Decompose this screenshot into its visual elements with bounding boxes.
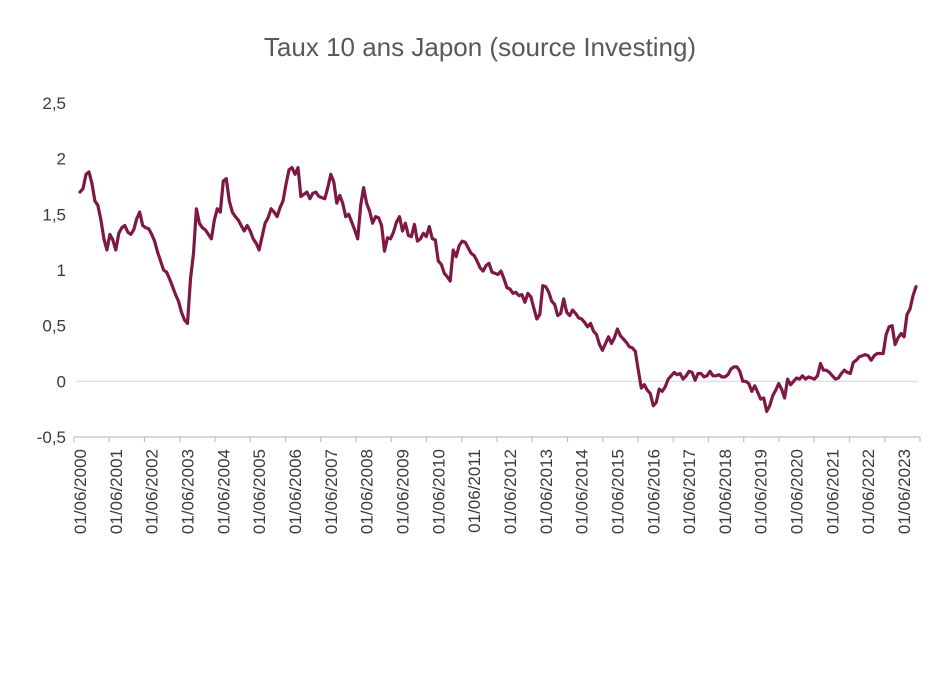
x-axis-label: 01/06/2003 [178, 449, 197, 534]
x-axis-label: 01/06/2006 [286, 449, 305, 534]
x-axis-label: 01/06/2009 [393, 449, 412, 534]
x-axis-label: 01/06/2000 [71, 449, 90, 534]
x-axis-label: 01/06/2010 [429, 449, 448, 534]
y-axis-label: 0,5 [42, 317, 66, 336]
x-axis-label: 01/06/2020 [788, 449, 807, 534]
x-axis-label: 01/06/2018 [716, 449, 735, 534]
x-axis-label: 01/06/2008 [358, 449, 377, 534]
y-axis-label: 1,5 [42, 205, 66, 224]
x-axis-label: 01/06/2005 [250, 449, 269, 534]
y-axis-label: 2 [57, 150, 66, 169]
x-axis-label: 01/06/2014 [573, 449, 592, 534]
x-axis-label: 01/06/2001 [107, 449, 126, 534]
y-axis-label: -0,5 [37, 428, 66, 447]
x-axis-label: 01/06/2023 [895, 449, 914, 534]
x-axis-label: 01/06/2007 [322, 449, 341, 534]
x-axis-label: 01/06/2011 [465, 449, 484, 533]
x-axis-label: 01/06/2022 [859, 449, 878, 534]
x-axis-label: 01/06/2016 [644, 449, 663, 534]
x-axis-label: 01/06/2017 [680, 449, 699, 534]
series-line-taux-10-ans-japon [78, 166, 918, 413]
chart-title: Taux 10 ans Japon (source Investing) [264, 32, 696, 62]
y-axis-label: 0 [57, 372, 66, 391]
y-axis-label: 1 [57, 261, 66, 280]
x-axis-label: 01/06/2004 [214, 449, 233, 534]
x-axis-label: 01/06/2019 [752, 449, 771, 534]
y-axis-label: 2,5 [42, 94, 66, 113]
x-axis-label: 01/06/2002 [143, 449, 162, 534]
x-axis-label: 01/06/2013 [537, 449, 556, 534]
x-axis-label: 01/06/2015 [608, 449, 627, 534]
x-axis-label: 01/06/2012 [501, 449, 520, 534]
x-axis-label: 01/06/2021 [823, 449, 842, 534]
